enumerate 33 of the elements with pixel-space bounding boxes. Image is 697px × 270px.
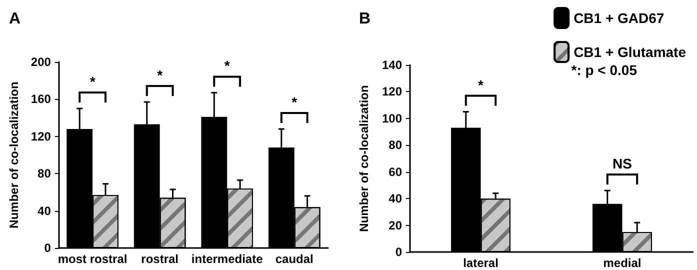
annotation: * bbox=[90, 74, 96, 90]
y-axis-title: Number of co-localization bbox=[357, 85, 371, 232]
y-tick-label: 80 bbox=[38, 166, 52, 181]
y-tick-label: 0 bbox=[44, 241, 52, 255]
y-tick-label: 20 bbox=[388, 218, 402, 232]
y-axis-title: Number of co-localization bbox=[7, 82, 21, 228]
x-tick-label: lateral bbox=[463, 256, 498, 270]
legend-label: CB1 + GAD67 bbox=[574, 10, 664, 26]
annotation: * bbox=[478, 76, 484, 93]
legend-label: CB1 + Glutamate bbox=[574, 44, 686, 60]
y-tick-label: 200 bbox=[30, 55, 52, 69]
y-tick-label: 140 bbox=[382, 58, 402, 72]
annotation: NS bbox=[612, 156, 632, 172]
y-tick-label: 120 bbox=[382, 84, 402, 99]
y-tick-label: 80 bbox=[388, 138, 402, 152]
x-tick-label: rostral bbox=[141, 252, 179, 266]
x-tick-label: most rostral bbox=[58, 252, 128, 266]
y-tick-label: 160 bbox=[30, 92, 52, 106]
x-tick-label: medial bbox=[603, 256, 642, 270]
annotation: * bbox=[292, 94, 298, 110]
y-tick-label: 60 bbox=[388, 164, 402, 179]
x-tick-label: caudal bbox=[275, 252, 314, 266]
y-tick-label: 40 bbox=[388, 192, 402, 206]
y-tick-label: 0 bbox=[395, 245, 402, 259]
annotation: *: p < 0.05 bbox=[571, 62, 638, 78]
chart-title: B bbox=[359, 10, 371, 28]
annotation: * bbox=[157, 66, 164, 83]
y-tick-label: 120 bbox=[30, 129, 52, 144]
annotation: * bbox=[224, 58, 230, 74]
y-tick-label: 100 bbox=[382, 111, 402, 126]
y-tick-label: 40 bbox=[38, 204, 52, 218]
chart-title: A bbox=[9, 10, 21, 28]
x-tick-label: intermediate bbox=[191, 252, 264, 266]
